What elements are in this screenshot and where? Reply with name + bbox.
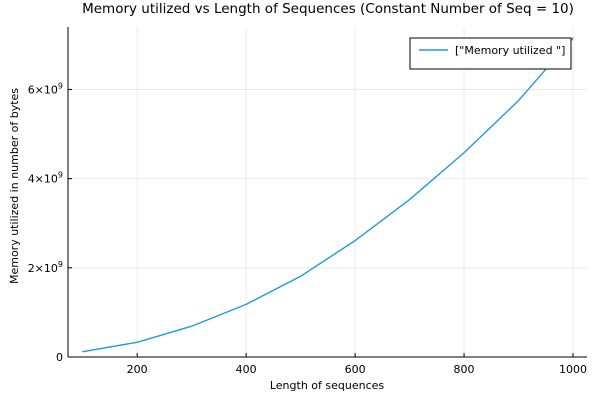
y-axis-label: Memory utilized in number of bytes	[8, 88, 21, 284]
plot-area	[68, 27, 587, 357]
y-tick-label: 2×109	[28, 260, 63, 275]
chart-title: Memory utilized vs Length of Sequences (…	[82, 1, 574, 17]
grid-lines	[68, 27, 587, 358]
x-axis-ticks: 200 400 600 800 1000	[127, 353, 587, 376]
y-tick-exponent: 9	[58, 171, 63, 180]
x-tick-label: 1000	[559, 363, 587, 376]
x-tick-label: 200	[127, 363, 148, 376]
series-layer	[82, 37, 574, 353]
x-tick-label: 400	[236, 363, 257, 376]
y-tick-mantissa: 2×10	[28, 262, 58, 275]
x-axis-label: Length of sequences	[270, 379, 385, 392]
series-line	[82, 37, 574, 353]
y-tick-label: 0	[56, 351, 63, 364]
legend-label: ["Memory utilized "]	[455, 44, 565, 57]
y-tick-mantissa: 4×10	[28, 173, 58, 186]
y-tick-mantissa: 6×10	[28, 83, 58, 96]
y-tick-label: 6×109	[28, 81, 63, 96]
legend: ["Memory utilized "]	[409, 37, 572, 70]
y-tick-exponent: 9	[58, 260, 63, 269]
legend-box	[409, 37, 572, 70]
y-tick-label: 4×109	[28, 171, 63, 186]
x-tick-label: 800	[454, 363, 475, 376]
x-tick-label: 600	[345, 363, 366, 376]
y-tick-mantissa: 0	[56, 351, 63, 364]
y-tick-exponent: 9	[58, 81, 63, 90]
